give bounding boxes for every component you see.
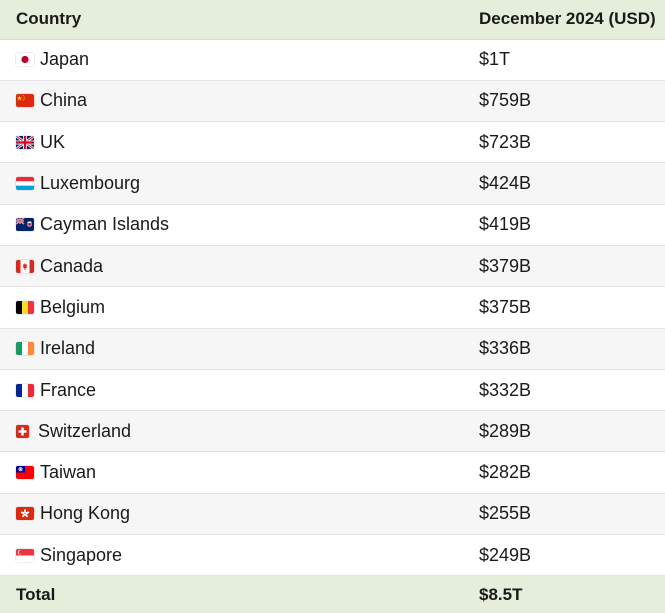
value-cell: $249B (463, 534, 665, 577)
table-row: Cayman Islands $419B (0, 204, 665, 246)
value-cell: $759B (463, 80, 665, 123)
canada-flag-icon (16, 259, 34, 273)
value-cell: $375B (463, 286, 665, 329)
country-name: Japan (40, 49, 90, 70)
hong-kong-flag-icon (16, 507, 34, 521)
country-name: Canada (40, 255, 104, 276)
uk-flag-icon (16, 135, 34, 149)
country-name: Luxembourg (40, 173, 141, 194)
singapore-flag-icon (16, 548, 34, 562)
luxembourg-flag-icon (16, 177, 34, 191)
country-name: Switzerland (38, 420, 132, 441)
value-cell: $419B (463, 204, 665, 246)
table-row: Hong Kong $255B (0, 493, 665, 536)
column-header-country: Country (0, 0, 463, 40)
table-row: Switzerland $289B (0, 410, 665, 453)
japan-flag-icon (16, 53, 34, 67)
china-flag-icon (16, 94, 34, 108)
table-row: China $759B (0, 80, 665, 123)
country-name: Hong Kong (40, 503, 131, 524)
country-name: Belgium (40, 296, 106, 317)
country-name: Ireland (40, 338, 96, 359)
country-name: UK (40, 131, 66, 152)
switzerland-flag-icon (16, 424, 29, 438)
table-row: France $332B (0, 369, 665, 412)
total-label: Total (16, 584, 56, 604)
total-value: $8.5T (479, 584, 523, 604)
value-cell: $379B (463, 245, 665, 288)
value-cell: $255B (463, 493, 665, 536)
table-row: Singapore $249B (0, 534, 665, 577)
belgium-flag-icon (16, 300, 34, 314)
country-name: France (40, 379, 97, 400)
country-name: Cayman Islands (40, 214, 170, 235)
taiwan-flag-icon (16, 466, 34, 480)
table-row: Canada $379B (0, 245, 665, 288)
table-row: Ireland $336B (0, 328, 665, 370)
value-cell: $723B (463, 121, 665, 164)
table-row: Taiwan $282B (0, 451, 665, 494)
country-name: China (40, 90, 88, 111)
table-header-row: Country December 2024 (USD) (0, 0, 665, 40)
value-cell: $424B (463, 162, 665, 205)
column-header-value: December 2024 (USD) (463, 0, 665, 40)
table-row: Luxembourg $424B (0, 162, 665, 205)
table-row: UK $723B (0, 121, 665, 164)
country-name: Singapore (40, 544, 123, 565)
france-flag-icon (16, 383, 34, 397)
table-row: Japan $1T (0, 39, 665, 81)
ireland-flag-icon (16, 342, 34, 356)
value-cell: $282B (463, 451, 665, 494)
table-total-row: Total $8.5T (0, 575, 665, 613)
country-name: Taiwan (40, 462, 97, 483)
value-cell: $289B (463, 410, 665, 453)
value-cell: $332B (463, 369, 665, 412)
cayman-islands-flag-icon (16, 218, 34, 232)
value-cell: $1T (463, 39, 665, 81)
table-row: Belgium $375B (0, 286, 665, 329)
value-cell: $336B (463, 328, 665, 370)
